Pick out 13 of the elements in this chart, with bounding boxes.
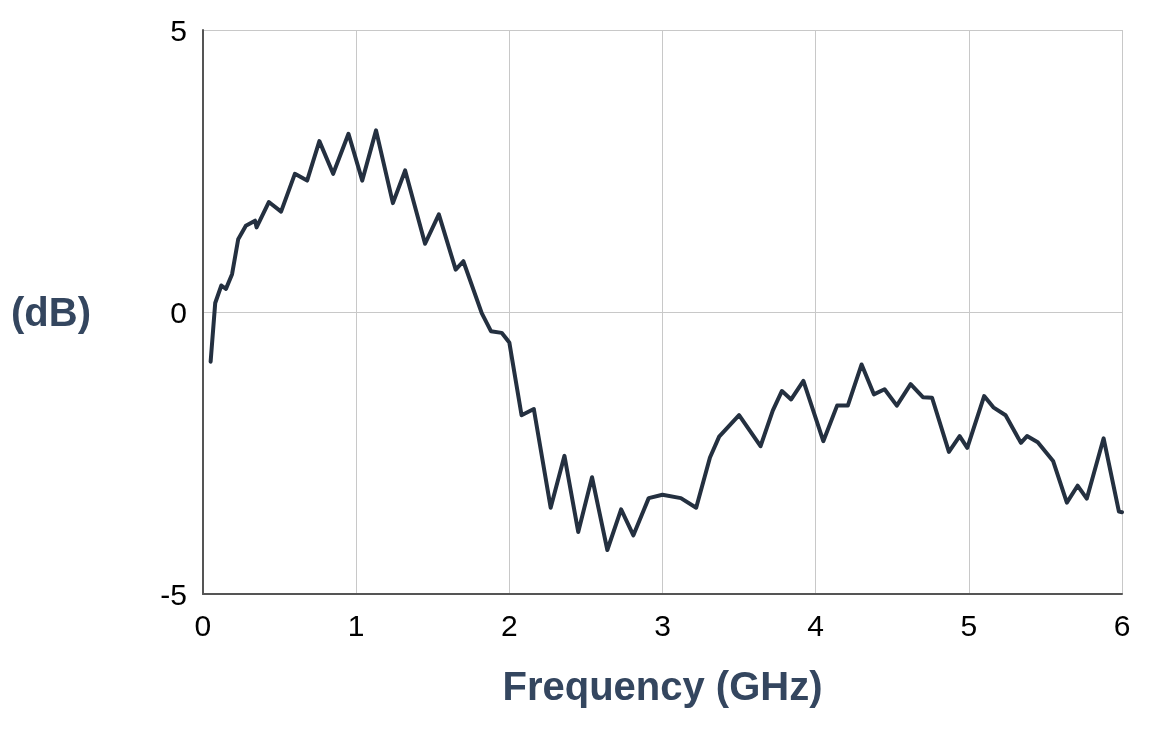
x-tick-label: 1 (347, 608, 365, 642)
y-axis-title: (dB) (10, 290, 91, 334)
x-axis-title: Frequency (GHz) (502, 664, 823, 708)
x-tick-label: 6 (1113, 608, 1131, 642)
y-tick-label: 0 (170, 295, 187, 329)
x-tick-label: 3 (654, 608, 671, 642)
y-tick-label: 5 (170, 13, 187, 47)
x-tick-label: 5 (960, 608, 978, 642)
x-tick-label: 4 (807, 608, 824, 642)
x-tick-label: 0 (194, 608, 212, 642)
line-series (208, 128, 1124, 553)
x-tick-label: 2 (500, 608, 518, 642)
y-tick-label: -5 (160, 577, 187, 611)
